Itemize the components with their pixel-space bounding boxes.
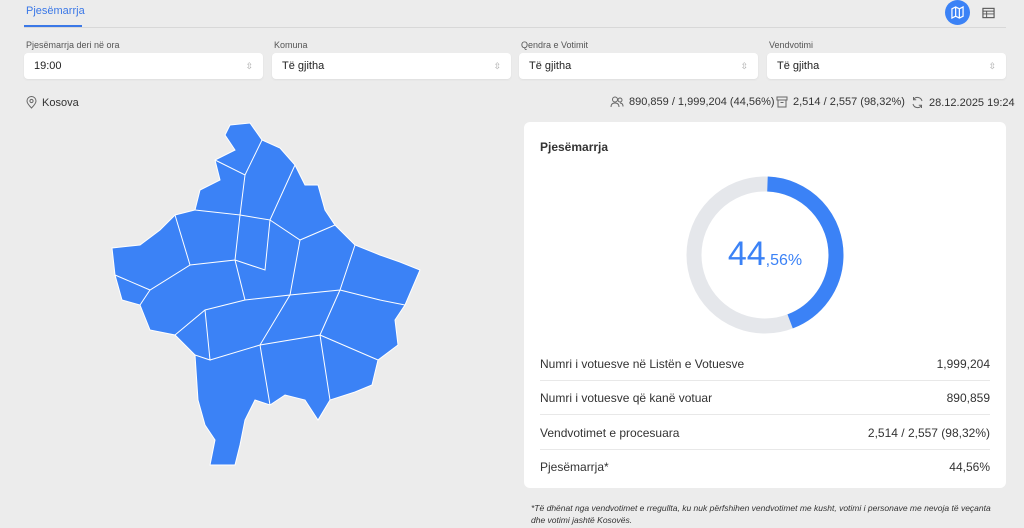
tab-pjesemarrja[interactable]: Pjesëmarrja <box>26 5 85 17</box>
footnote: *Të dhënat nga vendvotimet e rregullta, … <box>531 503 991 525</box>
municipality-borders <box>114 139 406 406</box>
table-view-button[interactable] <box>976 0 1001 25</box>
divider <box>24 27 1006 28</box>
stations-stat: 2,514 / 2,557 (98,32%) <box>776 96 905 108</box>
row-label: Numri i votuesve që kanë votuar <box>540 390 713 405</box>
stat-row: Pjesëmarrja* 44,56% <box>540 450 990 484</box>
select-value: Të gjitha <box>529 60 572 72</box>
card-title: Pjesëmarrja <box>540 140 609 154</box>
row-value: 890,859 <box>946 390 990 405</box>
ballot-box-icon <box>776 96 788 108</box>
turnout-percent: 44,56% <box>685 235 845 274</box>
stations-stat-text: 2,514 / 2,557 (98,32%) <box>793 96 905 108</box>
stat-row: Numri i votuesve në Listën e Votuesve 1,9… <box>540 347 990 381</box>
qendra-select[interactable]: Të gjitha ⇳ <box>519 53 758 79</box>
filter-label-komuna: Komuna <box>274 40 308 50</box>
kosovo-map[interactable] <box>0 110 520 480</box>
updated-stat: 28.12.2025 19:24 <box>911 96 1015 109</box>
row-value: 44,56% <box>949 460 990 474</box>
filter-label-hour: Pjesëmarrja deri në ora <box>26 40 120 50</box>
row-value: 1,999,204 <box>936 356 990 371</box>
turnout-donut <box>686 176 844 334</box>
percent-integer: 44 <box>727 235 766 273</box>
select-value: Të gjitha <box>282 60 325 72</box>
row-label: Numri i votuesve në Listën e Votuesve <box>540 356 745 371</box>
row-label: Pjesëmarrja* <box>540 460 609 474</box>
chevron-up-down-icon: ⇳ <box>740 60 748 71</box>
location-text: Kosova <box>42 96 79 109</box>
stat-row: Vendvotimet e procesuara 2,514 / 2,557 (9… <box>540 416 990 450</box>
row-value: 2,514 / 2,557 (98,32%) <box>867 425 990 440</box>
map-region-kosovo[interactable] <box>111 122 421 466</box>
table-icon <box>982 7 995 18</box>
select-value: 19:00 <box>34 60 62 72</box>
users-icon <box>610 96 624 108</box>
location-pin-icon <box>26 96 37 109</box>
map-view-button[interactable] <box>945 0 970 25</box>
map-icon <box>951 6 964 19</box>
voters-stat-text: 890,859 / 1,999,204 (44,56%) <box>629 96 775 108</box>
active-tab-indicator <box>24 25 82 27</box>
voters-stat: 890,859 / 1,999,204 (44,56%) <box>610 96 775 108</box>
filter-label-qendra: Qendra e Votimit <box>521 40 589 50</box>
location-label: Kosova <box>26 96 79 109</box>
refresh-icon <box>912 96 923 109</box>
stat-row: Numri i votuesve që kanë votuar 890,859 <box>540 381 990 415</box>
select-value: Të gjitha <box>777 60 820 72</box>
row-label: Vendvotimet e procesuara <box>540 425 680 440</box>
turnout-card: Pjesëmarrja 44,56% Numri i votuesve në L… <box>524 122 1006 488</box>
chevron-up-down-icon: ⇳ <box>988 60 996 71</box>
updated-stat-text: 28.12.2025 19:24 <box>929 96 1015 109</box>
komuna-select[interactable]: Të gjitha ⇳ <box>272 53 511 79</box>
vendvotimi-select[interactable]: Të gjitha ⇳ <box>767 53 1006 79</box>
percent-decimal: ,56% <box>765 252 803 269</box>
filter-label-vendvotimi: Vendvotimi <box>769 40 814 50</box>
chevron-up-down-icon: ⇳ <box>245 60 253 71</box>
chevron-up-down-icon: ⇳ <box>493 60 501 71</box>
hour-select[interactable]: 19:00 ⇳ <box>24 53 263 79</box>
